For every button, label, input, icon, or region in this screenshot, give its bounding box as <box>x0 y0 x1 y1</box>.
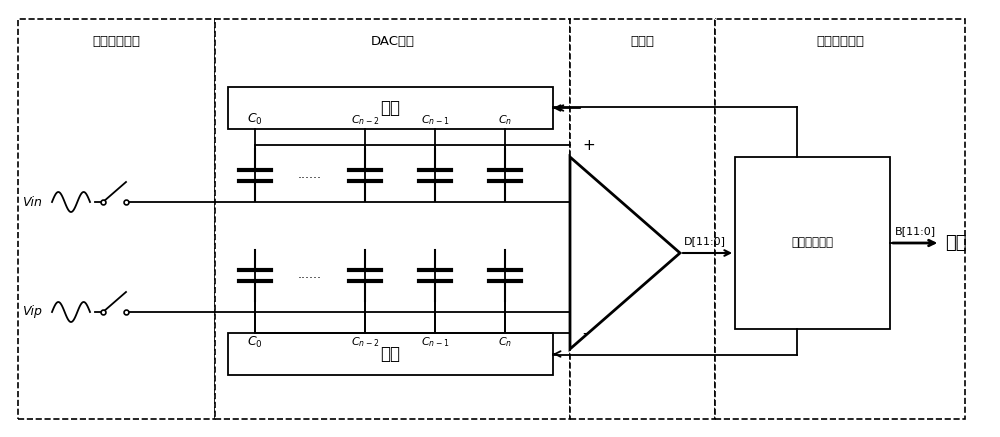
Text: B[11:0]: B[11:0] <box>895 226 936 236</box>
Text: $C_n$: $C_n$ <box>498 335 512 349</box>
Text: 比较器: 比较器 <box>631 35 654 48</box>
Bar <box>228 333 553 375</box>
Text: $C_0$: $C_0$ <box>247 112 263 127</box>
Text: $C_0$: $C_0$ <box>247 335 263 350</box>
Text: ......: ...... <box>298 169 322 181</box>
Bar <box>228 87 553 129</box>
Text: ......: ...... <box>298 268 322 281</box>
Text: Vin: Vin <box>22 195 42 208</box>
Bar <box>18 19 215 419</box>
Text: Vip: Vip <box>22 305 42 319</box>
Text: $C_n$: $C_n$ <box>498 113 512 127</box>
Text: 数字逻辑控制: 数字逻辑控制 <box>792 236 834 250</box>
Bar <box>215 19 570 419</box>
Text: 开关: 开关 <box>380 345 400 363</box>
Text: D[11:0]: D[11:0] <box>684 236 726 246</box>
Text: -: - <box>582 326 588 340</box>
Text: DAC阵列: DAC阵列 <box>370 35 415 48</box>
Text: $C_{n-2}$: $C_{n-2}$ <box>351 335 379 349</box>
Bar <box>570 19 715 419</box>
Text: $C_{n-1}$: $C_{n-1}$ <box>421 335 449 349</box>
Text: $C_{n-2}$: $C_{n-2}$ <box>351 113 379 127</box>
Text: 开关: 开关 <box>380 99 400 117</box>
Text: +: + <box>582 138 595 153</box>
Text: $C_{n-1}$: $C_{n-1}$ <box>421 113 449 127</box>
Text: 数字逻辑控制: 数字逻辑控制 <box>816 35 864 48</box>
Text: 采样保持电路: 采样保持电路 <box>92 35 140 48</box>
Bar <box>715 19 965 419</box>
Bar <box>735 157 890 329</box>
Text: 输出: 输出 <box>945 234 966 252</box>
